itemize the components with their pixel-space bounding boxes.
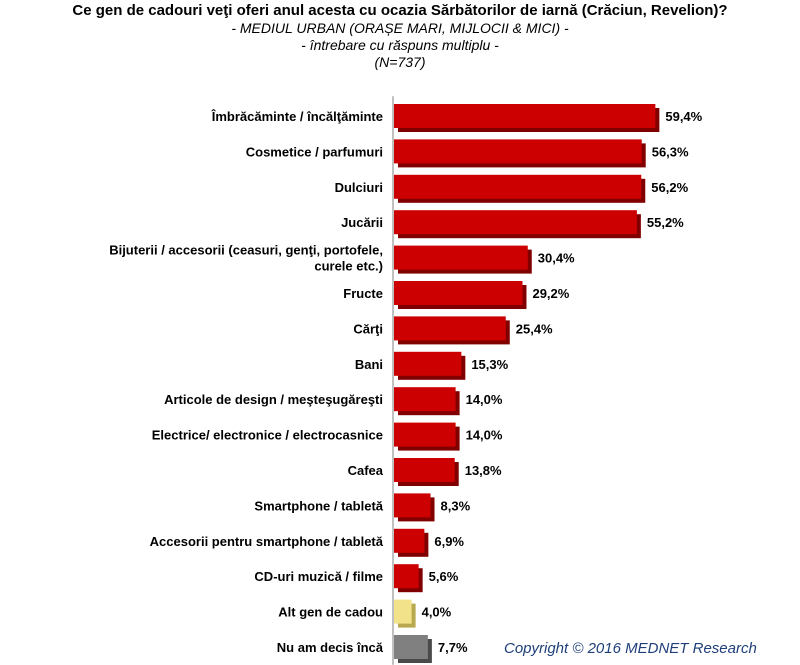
value-label: 15,3% bbox=[471, 357, 508, 372]
category-label: Bani bbox=[355, 357, 383, 372]
category-label: curele etc.) bbox=[314, 259, 383, 274]
category-label: Cafea bbox=[348, 463, 384, 478]
value-label: 4,0% bbox=[422, 605, 452, 620]
category-label: Alt gen de cadou bbox=[278, 605, 383, 620]
category-label: Nu am decis încă bbox=[277, 640, 384, 655]
bar bbox=[394, 139, 642, 164]
value-label: 29,2% bbox=[532, 286, 569, 301]
value-label: 8,3% bbox=[441, 498, 471, 513]
category-label: Smartphone / tabletă bbox=[254, 498, 383, 513]
value-label: 59,4% bbox=[665, 109, 702, 124]
category-label: Îmbrăcăminte / încălţăminte bbox=[211, 109, 383, 124]
bar bbox=[394, 387, 456, 412]
value-label: 25,4% bbox=[516, 321, 553, 336]
chart-subtitle-line: - întrebare cu răspuns multiplu - bbox=[301, 37, 499, 53]
value-label: 13,8% bbox=[465, 463, 502, 478]
bar bbox=[394, 316, 506, 341]
category-label: Jucării bbox=[341, 215, 383, 230]
category-label: Fructe bbox=[343, 286, 383, 301]
bar bbox=[394, 599, 412, 624]
bar bbox=[394, 458, 455, 482]
value-label: 55,2% bbox=[647, 215, 684, 230]
copyright-text: Copyright © 2016 MEDNET Research bbox=[504, 640, 757, 657]
chart-title-block: Ce gen de cadouri veţi oferi anul acesta… bbox=[0, 2, 800, 71]
value-label: 6,9% bbox=[434, 534, 464, 549]
value-label: 56,3% bbox=[652, 144, 689, 159]
category-label: Bijuterii / accesorii (ceasuri, genţi, p… bbox=[109, 243, 383, 258]
value-label: 7,7% bbox=[438, 640, 468, 655]
value-label: 14,0% bbox=[466, 392, 503, 407]
bar bbox=[394, 528, 425, 553]
bar bbox=[394, 493, 431, 518]
category-label: Accesorii pentru smartphone / tabletă bbox=[150, 534, 384, 549]
bar bbox=[394, 281, 523, 305]
bar bbox=[394, 104, 656, 128]
bar bbox=[394, 422, 456, 447]
bar bbox=[394, 210, 637, 235]
bar bbox=[394, 351, 462, 376]
category-label: Dulciuri bbox=[335, 180, 383, 195]
chart-subtitle-line: (N=737) bbox=[374, 54, 426, 70]
category-label: Cosmetice / parfumuri bbox=[246, 144, 383, 159]
chart-title: Ce gen de cadouri veţi oferi anul acesta… bbox=[72, 2, 728, 19]
value-label: 56,2% bbox=[651, 180, 688, 195]
value-label: 30,4% bbox=[538, 251, 575, 266]
bar bbox=[394, 174, 642, 199]
category-label: Articole de design / meşteşugăreşti bbox=[164, 392, 383, 407]
value-label: 5,6% bbox=[429, 569, 459, 584]
bar bbox=[394, 245, 528, 270]
chart-subtitle-line: - MEDIUL URBAN (ORAȘE MARI, MIJLOCII & M… bbox=[231, 20, 569, 36]
bar bbox=[394, 564, 419, 589]
category-label: Electrice/ electronice / electrocasnice bbox=[152, 428, 383, 443]
value-label: 14,0% bbox=[466, 428, 503, 443]
category-label: Cărţi bbox=[353, 321, 383, 336]
category-label: CD-uri muzică / filme bbox=[254, 569, 383, 584]
bar bbox=[394, 635, 428, 659]
